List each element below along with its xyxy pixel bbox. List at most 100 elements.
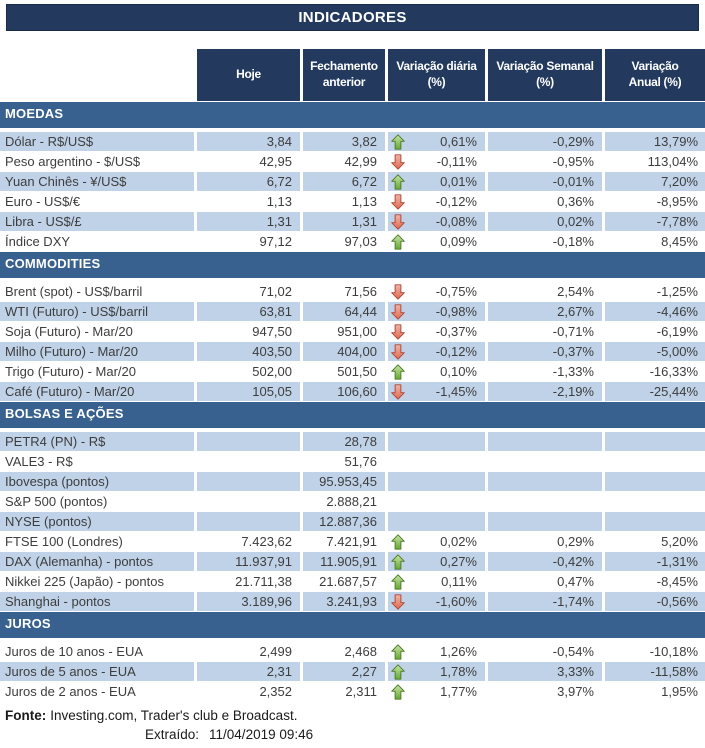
table-row: Juros de 2 anos - EUA 2,352 2,311 1,77% 3,97… <box>0 682 705 701</box>
up-arrow-icon <box>391 683 405 700</box>
variacao-semanal-cell: -0,37% <box>488 342 602 361</box>
indicator-label-cell: Brent (spot) - US$/barril <box>0 282 194 301</box>
hoje-cell <box>197 492 300 511</box>
up-arrow-icon <box>391 573 405 590</box>
down-arrow-icon <box>391 383 405 400</box>
up-arrow-icon <box>391 133 405 150</box>
hoje-cell: 6,72 <box>197 172 300 191</box>
fechamento-cell: 1,31 <box>303 212 385 231</box>
hoje-cell: 3.189,96 <box>197 592 300 611</box>
down-arrow-icon <box>391 283 405 300</box>
table-row: DAX (Alemanha) - pontos 11.937,91 11.905,9… <box>0 552 705 571</box>
variacao-anual-cell: -1,25% <box>605 282 705 301</box>
variacao-semanal-cell: 0,36% <box>488 192 602 211</box>
variacao-diaria-value: -0,12% <box>435 194 477 209</box>
variacao-diaria-cell: 0,01% <box>388 172 485 191</box>
variacao-semanal-cell: 0,47% <box>488 572 602 591</box>
indicator-label-cell: Juros de 2 anos - EUA <box>0 682 194 701</box>
indicator-label-cell: Soja (Futuro) - Mar/20 <box>0 322 194 341</box>
table-row: Euro - US$/€ 1,13 1,13 -0,12% 0,36% -8,95% <box>0 192 705 211</box>
variacao-anual-cell: -25,44% <box>605 382 705 401</box>
variacao-diaria-cell <box>388 512 485 531</box>
indicator-label-cell: Índice DXY <box>0 232 194 251</box>
variacao-semanal-cell: -0,42% <box>488 552 602 571</box>
hoje-cell <box>197 452 300 471</box>
variacao-diaria-value: -0,37% <box>435 324 477 339</box>
table-row: NYSE (pontos) 12.887,36 <box>0 512 705 531</box>
hoje-cell: 2,31 <box>197 662 300 681</box>
table-row: Ibovespa (pontos) 95.953,45 <box>0 472 705 491</box>
section-header-juros: JUROS <box>0 612 705 638</box>
variacao-diaria-cell: 0,27% <box>388 552 485 571</box>
variacao-anual-cell: 5,20% <box>605 532 705 551</box>
variacao-semanal-cell <box>488 432 602 451</box>
fechamento-cell: 6,72 <box>303 172 385 191</box>
table-row: PETR4 (PN) - R$ 28,78 <box>0 432 705 451</box>
variacao-diaria-cell <box>388 432 485 451</box>
table-row: WTI (Futuro) - US$/barril 63,81 64,44 -0,98… <box>0 302 705 321</box>
indicator-label-cell: Nikkei 225 (Japão) - pontos <box>0 572 194 591</box>
variacao-anual-cell: -16,33% <box>605 362 705 381</box>
col-header-variacao-semanal: Variação Semanal (%) <box>488 49 602 101</box>
fechamento-cell: 404,00 <box>303 342 385 361</box>
col-header-variacao-diaria: Variação diária (%) <box>388 49 485 101</box>
variacao-diaria-cell: 1,26% <box>388 642 485 661</box>
variacao-diaria-cell: 0,11% <box>388 572 485 591</box>
fechamento-cell: 64,44 <box>303 302 385 321</box>
fechamento-cell: 3,82 <box>303 132 385 151</box>
hoje-cell <box>197 432 300 451</box>
variacao-diaria-value: -0,75% <box>435 284 477 299</box>
variacao-diaria-cell: -0,08% <box>388 212 485 231</box>
variacao-anual-cell: -10,18% <box>605 642 705 661</box>
variacao-diaria-value: 0,02% <box>440 534 477 549</box>
variacao-semanal-cell: 3,97% <box>488 682 602 701</box>
table-row: Juros de 5 anos - EUA 2,31 2,27 1,78% 3,33% -… <box>0 662 705 681</box>
variacao-semanal-cell: -0,95% <box>488 152 602 171</box>
variacao-diaria-cell: -1,60% <box>388 592 485 611</box>
indicator-label-cell: VALE3 - R$ <box>0 452 194 471</box>
variacao-anual-cell: 8,45% <box>605 232 705 251</box>
variacao-semanal-cell: -1,33% <box>488 362 602 381</box>
header-corner-cell <box>0 49 194 101</box>
variacao-semanal-cell: 2,67% <box>488 302 602 321</box>
variacao-semanal-cell: -1,74% <box>488 592 602 611</box>
variacao-diaria-cell: -1,45% <box>388 382 485 401</box>
variacao-semanal-cell: -0,29% <box>488 132 602 151</box>
fechamento-cell: 21.687,57 <box>303 572 385 591</box>
col-header-line: Fechamento <box>310 59 378 74</box>
down-arrow-icon <box>391 153 405 170</box>
section-header-commodities: COMMODITIES <box>0 252 705 278</box>
indicator-label-cell: Euro - US$/€ <box>0 192 194 211</box>
table-row: Café (Futuro) - Mar/20 105,05 106,60 -1,45%… <box>0 382 705 401</box>
variacao-anual-cell <box>605 472 705 491</box>
fechamento-cell: 2,27 <box>303 662 385 681</box>
col-header-line: Anual (%) <box>628 75 682 89</box>
down-arrow-icon <box>391 193 405 210</box>
indicator-label-cell: PETR4 (PN) - R$ <box>0 432 194 451</box>
variacao-diaria-value: 0,11% <box>441 574 477 589</box>
fechamento-cell: 12.887,36 <box>303 512 385 531</box>
variacao-diaria-cell: -0,11% <box>388 152 485 171</box>
hoje-cell: 63,81 <box>197 302 300 321</box>
table-row: Yuan Chinês - ¥/US$ 6,72 6,72 0,01% -0,01% 7,… <box>0 172 705 191</box>
variacao-diaria-value: 0,61% <box>440 134 477 149</box>
extracted-line: Extraído: 11/04/2019 09:46 <box>5 725 705 744</box>
variacao-diaria-value: -0,11% <box>436 154 477 169</box>
table-row: Peso argentino - $/US$ 42,95 42,99 -0,11% -0… <box>0 152 705 171</box>
hoje-cell: 1,13 <box>197 192 300 211</box>
variacao-semanal-cell: -0,71% <box>488 322 602 341</box>
indicator-label-cell: Peso argentino - $/US$ <box>0 152 194 171</box>
table-row: Nikkei 225 (Japão) - pontos 21.711,38 21.6… <box>0 572 705 591</box>
down-arrow-icon <box>391 593 405 610</box>
col-header-line: Variação Semanal <box>496 59 594 74</box>
indicator-label-cell: Libra - US$/£ <box>0 212 194 231</box>
variacao-anual-cell <box>605 452 705 471</box>
hoje-cell <box>197 512 300 531</box>
up-arrow-icon <box>391 553 405 570</box>
fechamento-cell: 951,00 <box>303 322 385 341</box>
indicator-label-cell: Yuan Chinês - ¥/US$ <box>0 172 194 191</box>
up-arrow-icon <box>391 643 405 660</box>
variacao-diaria-cell: -0,98% <box>388 302 485 321</box>
hoje-cell: 2,352 <box>197 682 300 701</box>
